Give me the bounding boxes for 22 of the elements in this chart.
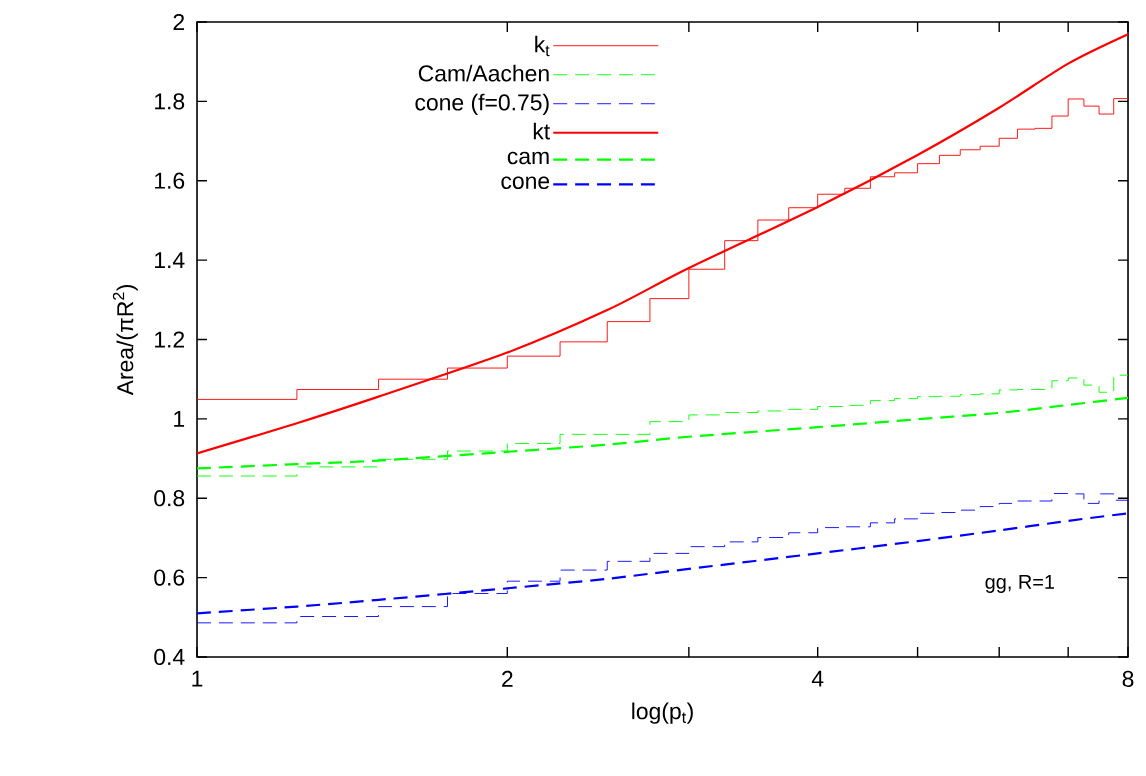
y-tick-label: 0.8 [154, 490, 185, 507]
legend-label: cone (f=0.75) [415, 93, 549, 116]
annotation: gg, R=1 [985, 575, 1055, 593]
x-tick-label: 8 [1122, 670, 1134, 688]
y-tick-label: 1 [174, 410, 185, 427]
legend-label: k$_{t}$ [535, 35, 550, 57]
legend-label: kt [533, 122, 550, 140]
y-tick-label: 0.4 [154, 648, 185, 666]
y-tick-label: 1.4 [155, 252, 185, 268]
x-tick-label: 1 [192, 670, 203, 687]
x-axis-title: log(p$_{t}$) [632, 702, 693, 724]
x-tick-label: 4 [811, 670, 824, 687]
y-tick-label: 1.8 [155, 93, 185, 110]
y-tick-label: 2 [173, 13, 185, 30]
x-tick-label: 2 [502, 670, 513, 687]
legend-label: cone [501, 176, 550, 189]
legend-label: cam [507, 151, 549, 165]
y-axis-title: Area/(πR$^{2}$) [112, 284, 138, 396]
y-tick-label: 0.6 [154, 569, 185, 586]
y-tick-label: 1.6 [155, 172, 185, 189]
y-tick-label: 1.2 [155, 331, 185, 348]
legend-label: Cam/Aachen [418, 64, 549, 82]
